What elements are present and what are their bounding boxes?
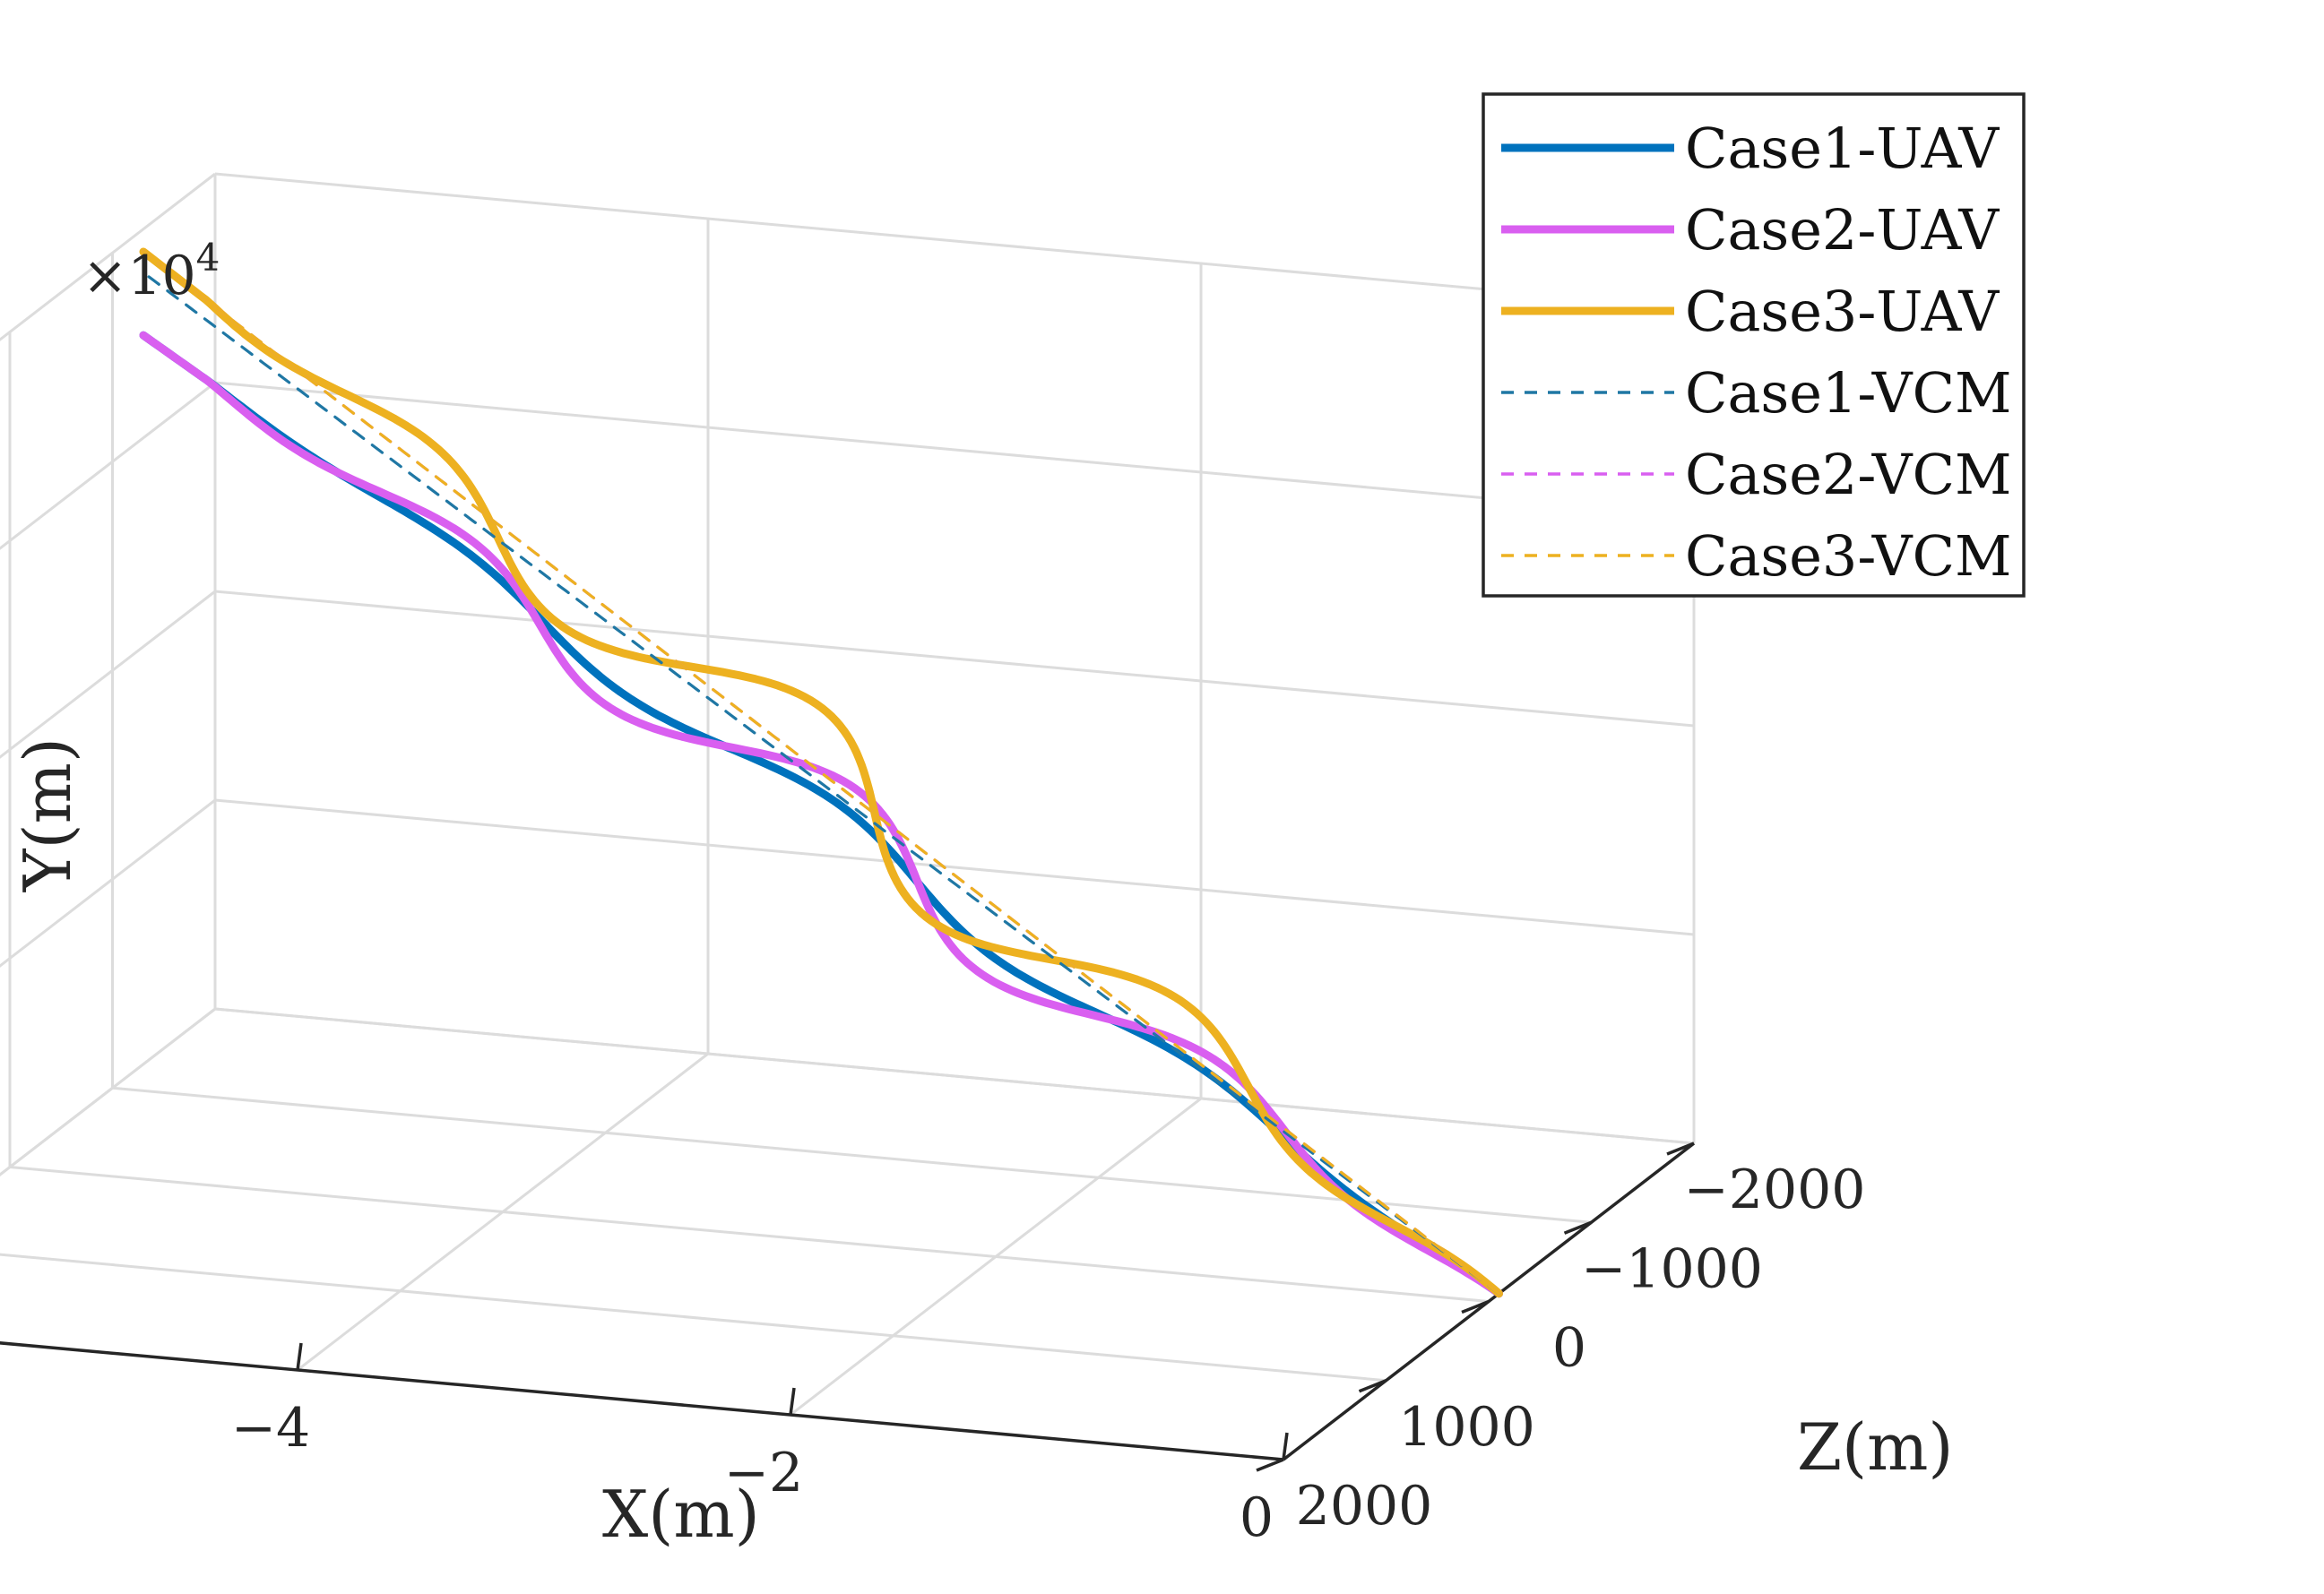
side-wall-grid-line-y — [0, 172, 216, 341]
legend: Case1-UAV Case2-UAV Case3-UAV Case1-VCM Case… — [1482, 92, 2026, 598]
y-exponent-label: ×104 — [82, 236, 220, 307]
floor-grid-line-z — [9, 1166, 1490, 1303]
series-line-case2-uav — [139, 331, 1503, 1298]
x-tick-label: −4 — [231, 1397, 310, 1460]
z-tick-label: 0 — [1552, 1317, 1586, 1380]
wall-grid-line-y — [214, 1007, 1695, 1145]
wall-grid-line-y — [214, 172, 1695, 310]
side-wall-grid-line-y — [0, 798, 216, 968]
z-tick-label: 2000 — [1296, 1475, 1433, 1538]
x-tick — [296, 1342, 303, 1371]
legend-label-case1-vcm: Case1-VCM — [1685, 360, 2012, 426]
floor-grid-line-x — [0, 1007, 216, 1176]
x-axis-label: X(m) — [602, 1477, 760, 1552]
grid-layer — [0, 172, 1696, 1461]
z-tick — [1563, 1220, 1593, 1235]
z-axis-label: Z(m) — [1797, 1409, 1953, 1485]
x-tick — [1282, 1432, 1289, 1460]
series-line-case3-vcm — [142, 250, 1501, 1296]
legend-box — [1482, 92, 2026, 598]
z-tick-label: −2000 — [1684, 1159, 1866, 1221]
x-axis-line — [0, 1341, 1284, 1461]
legend-label-case3-vcm: Case3-VCM — [1685, 523, 2012, 589]
y-axis-label: Y(m) — [10, 737, 85, 892]
floor-grid-line-z — [112, 1086, 1592, 1224]
wall-grid-line-y — [214, 590, 1695, 728]
series-line-case3-uav — [139, 247, 1503, 1298]
axes-layer — [0, 1142, 1696, 1472]
series-line-case1-vcm — [142, 271, 1501, 1296]
x-tick — [789, 1387, 796, 1416]
z-tick — [1666, 1142, 1695, 1156]
wall-grid-line-y — [214, 381, 1695, 519]
side-wall-grid-line-y — [0, 590, 216, 759]
x-tick-label: −2 — [724, 1442, 803, 1504]
z-tick — [1461, 1299, 1490, 1314]
z-tick-label: −1000 — [1581, 1237, 1763, 1300]
lines-layer — [139, 247, 1503, 1298]
legend-label-case2-uav: Case2-UAV — [1685, 197, 2000, 263]
x-tick-label: 0 — [1240, 1486, 1274, 1549]
legend-label-case3-uav: Case3-UAV — [1685, 279, 2000, 344]
floor-grid-line-z — [0, 1253, 1387, 1383]
legend-label-case1-uav: Case1-UAV — [1685, 116, 2000, 181]
floor-grid-line-z — [0, 1341, 1284, 1461]
z-tick — [1358, 1379, 1387, 1393]
side-wall-grid-line-y — [0, 1007, 216, 1176]
legend-label-case2-vcm: Case2-VCM — [1685, 442, 2012, 507]
wall-grid-line-y — [214, 798, 1695, 936]
z-tick — [1256, 1458, 1284, 1472]
side-wall-grid-line-y — [0, 381, 216, 550]
ticklabels-layer: −6−4−2000.511.52200010000−1000−2000 — [231, 1159, 1866, 1549]
z-tick-label: 1000 — [1398, 1396, 1535, 1459]
